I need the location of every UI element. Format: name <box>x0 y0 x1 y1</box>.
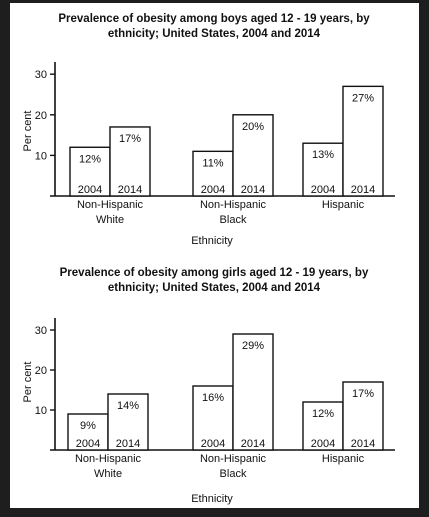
bar <box>109 126 151 197</box>
bar <box>69 146 111 197</box>
x-category-label: White <box>94 468 122 480</box>
chart-title: Prevalence of obesity among boys aged 12… <box>58 13 370 25</box>
bar <box>342 85 384 197</box>
bar-value-label: 16% <box>202 392 224 404</box>
bar-series-label: 2014 <box>351 438 375 450</box>
bar <box>192 385 234 451</box>
bar-value-label: 12% <box>312 408 334 420</box>
bar-value-label: 12% <box>79 153 101 165</box>
x-category-label: Black <box>220 214 247 226</box>
bar-value-label: 29% <box>242 340 264 352</box>
bar-series-label: 2004 <box>311 438 335 450</box>
chart-title: ethnicity; United States, 2004 and 2014 <box>108 282 321 294</box>
y-tick-label: 20 <box>35 110 47 122</box>
bar-series-label: 2014 <box>241 438 265 450</box>
bar-series-label: 2014 <box>351 184 375 196</box>
bar-series-label: 2014 <box>241 184 265 196</box>
x-category-label: Hispanic <box>322 453 365 465</box>
x-category-label: Hispanic <box>322 199 365 211</box>
x-category-label: Non-Hispanic <box>77 199 144 211</box>
x-category-label: Non-Hispanic <box>200 453 267 465</box>
chart-title: ethnicity; United States, 2004 and 2014 <box>108 28 321 40</box>
bar <box>67 413 109 451</box>
y-tick-label: 10 <box>35 405 47 417</box>
bar <box>107 393 149 451</box>
chart-title: Prevalence of obesity among girls aged 1… <box>60 267 369 279</box>
bar-value-label: 9% <box>80 420 96 432</box>
x-category-label: Non-Hispanic <box>75 453 142 465</box>
bar-series-label: 2004 <box>201 184 225 196</box>
bar-series-label: 2004 <box>201 438 225 450</box>
bar <box>232 114 274 197</box>
x-category-label: Black <box>220 468 247 480</box>
y-tick-label: 20 <box>35 365 47 377</box>
bar <box>232 333 274 451</box>
y-tick-label: 30 <box>35 325 47 337</box>
bar-series-label: 2004 <box>78 184 102 196</box>
bar-value-label: 17% <box>119 133 141 145</box>
y-tick-label: 30 <box>35 69 47 81</box>
x-category-label: Non-Hispanic <box>200 199 267 211</box>
bar-value-label: 11% <box>202 157 223 169</box>
y-axis-label: Per cent <box>22 362 34 403</box>
x-category-label: White <box>96 214 124 226</box>
bar-series-label: 2014 <box>116 438 140 450</box>
bar-value-label: 13% <box>312 149 334 161</box>
bar-series-label: 2014 <box>118 184 142 196</box>
bar-value-label: 27% <box>352 92 374 104</box>
x-axis-label: Ethnicity <box>191 493 233 505</box>
bar <box>302 401 344 451</box>
y-axis-label: Per cent <box>22 111 34 152</box>
bar <box>342 381 384 451</box>
bar-series-label: 2004 <box>311 184 335 196</box>
y-tick-label: 10 <box>35 150 47 162</box>
bar-value-label: 20% <box>242 121 264 133</box>
bar-value-label: 14% <box>117 400 139 412</box>
bar-series-label: 2004 <box>76 438 100 450</box>
x-axis-label: Ethnicity <box>191 235 233 247</box>
bar-value-label: 17% <box>352 388 374 400</box>
